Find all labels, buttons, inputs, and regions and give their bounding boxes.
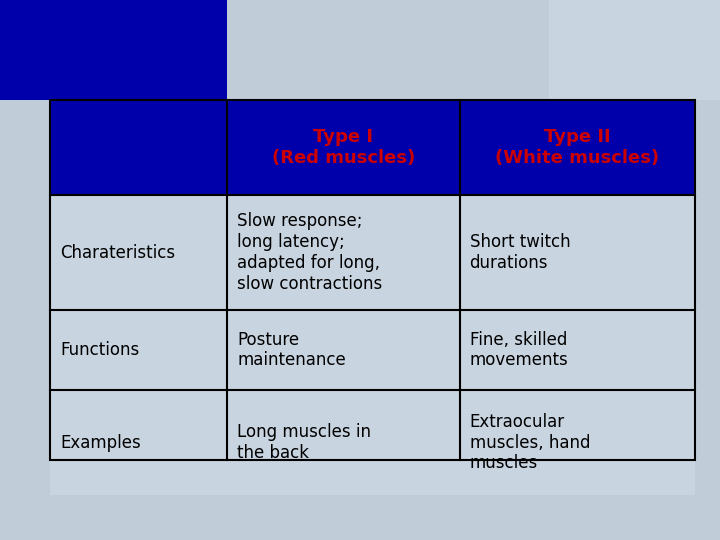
Bar xyxy=(50,100,695,195)
Bar xyxy=(459,310,695,390)
Text: Slow response;
long latency;
adapted for long,
slow contractions: Slow response; long latency; adapted for… xyxy=(238,212,382,293)
Bar xyxy=(228,390,459,495)
Bar xyxy=(0,0,228,100)
Bar xyxy=(459,195,695,310)
Text: Type I
(Red muscles): Type I (Red muscles) xyxy=(272,128,415,167)
Text: Long muscles in
the back: Long muscles in the back xyxy=(238,423,372,462)
Text: Fine, skilled
movements: Fine, skilled movements xyxy=(469,330,568,369)
Bar xyxy=(549,0,720,100)
Text: Short twitch
durations: Short twitch durations xyxy=(469,233,570,272)
Text: Extraocular
muscles, hand
muscles: Extraocular muscles, hand muscles xyxy=(469,413,590,472)
Bar xyxy=(50,195,228,310)
Bar xyxy=(50,310,228,390)
Bar xyxy=(50,100,695,460)
Bar xyxy=(228,195,459,310)
Bar xyxy=(459,390,695,495)
Text: Examples: Examples xyxy=(60,434,140,451)
Bar xyxy=(50,390,228,495)
Text: Charateristics: Charateristics xyxy=(60,244,175,261)
Text: Posture
maintenance: Posture maintenance xyxy=(238,330,346,369)
Text: Type II
(White muscles): Type II (White muscles) xyxy=(495,128,660,167)
Text: Functions: Functions xyxy=(60,341,139,359)
Bar xyxy=(228,310,459,390)
